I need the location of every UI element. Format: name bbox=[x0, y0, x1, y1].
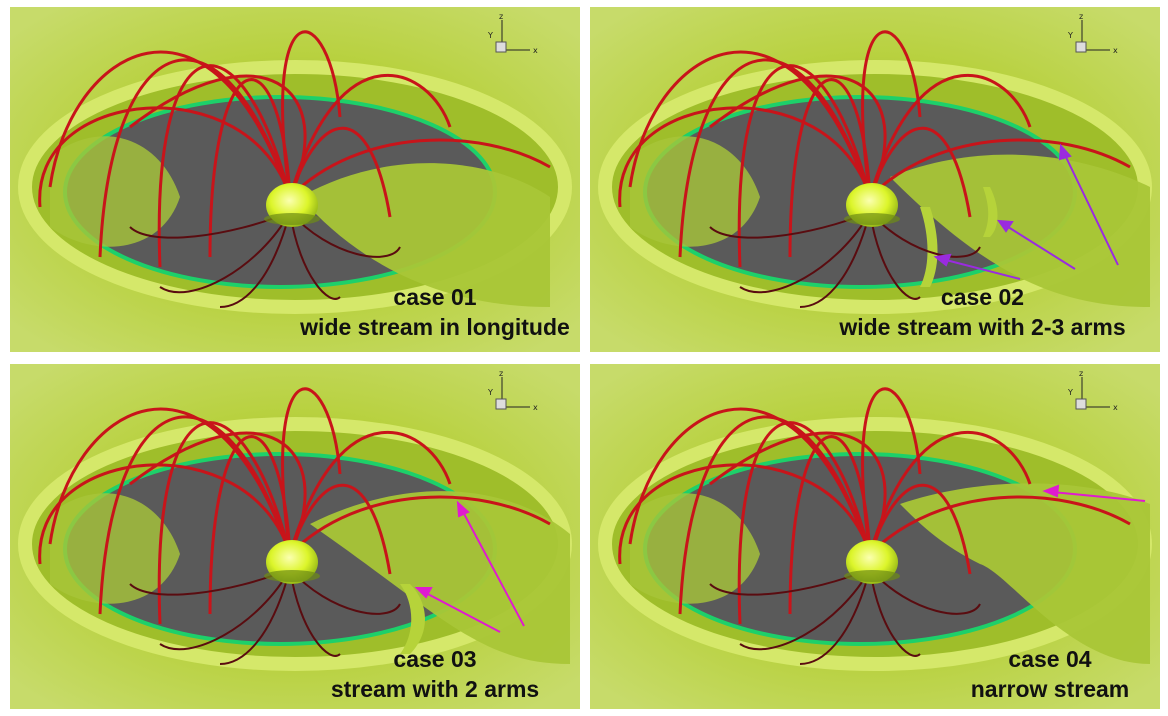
case-description: stream with 2 arms bbox=[330, 676, 540, 702]
axis-x-label: x bbox=[1113, 403, 1118, 412]
annotation-arrows bbox=[414, 500, 525, 633]
simulation-render-case-02 bbox=[590, 7, 1160, 352]
axis-triad: z Y x bbox=[480, 369, 546, 417]
case-label: case 04 bbox=[1008, 646, 1092, 672]
simulation-render-case-04 bbox=[590, 364, 1160, 709]
axis-x-label: x bbox=[1113, 46, 1118, 55]
case-description: wide stream in longitude bbox=[300, 314, 570, 340]
axis-z-label: z bbox=[1079, 369, 1083, 378]
panel-case-01: z Y x case 01 wide stream in longitude bbox=[10, 7, 580, 352]
case-label: case 03 bbox=[393, 646, 477, 672]
case-description: wide stream with 2-3 arms bbox=[839, 314, 1126, 340]
axis-triad: z Y x bbox=[1060, 369, 1126, 417]
axis-y-label: Y bbox=[1067, 31, 1073, 40]
axis-triad: z Y x bbox=[480, 12, 546, 60]
panel-case-02: z Y x case 02 wide stream with 2-3 arms bbox=[590, 7, 1160, 352]
axis-triad: z Y x bbox=[1060, 12, 1126, 60]
panel-case-04: z Y x case 04 narrow stream bbox=[590, 364, 1160, 709]
axis-y-label: Y bbox=[487, 388, 493, 397]
axis-z-label: z bbox=[499, 12, 503, 21]
axis-z-label: z bbox=[499, 369, 503, 378]
case-description: narrow stream bbox=[970, 676, 1130, 702]
caption-case-02: case 02 wide stream with 2-3 arms bbox=[815, 282, 1150, 342]
case-label: case 01 bbox=[393, 284, 477, 310]
annotation-arrows bbox=[933, 143, 1119, 280]
axis-y-label: Y bbox=[487, 31, 493, 40]
axis-x-label: x bbox=[533, 46, 538, 55]
annotation-arrows bbox=[1042, 484, 1146, 502]
axis-y-label: Y bbox=[1067, 388, 1073, 397]
caption-case-01: case 01 wide stream in longitude bbox=[300, 282, 570, 342]
simulation-render-case-01 bbox=[10, 7, 580, 352]
axis-x-label: x bbox=[533, 403, 538, 412]
case-label: case 02 bbox=[940, 284, 1025, 310]
caption-case-03: case 03 stream with 2 arms bbox=[310, 644, 560, 704]
caption-case-04: case 04 narrow stream bbox=[950, 644, 1150, 704]
simulation-render-case-03 bbox=[10, 364, 580, 709]
panel-case-03: z Y x case 03 stream with 2 arms bbox=[10, 364, 580, 709]
axis-z-label: z bbox=[1079, 12, 1083, 21]
